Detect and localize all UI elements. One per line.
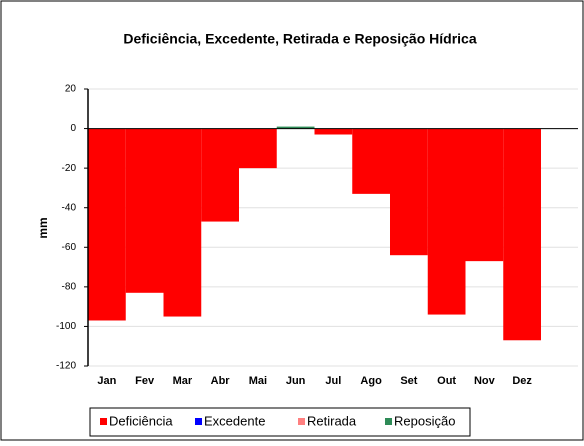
- bar: [163, 128, 202, 317]
- legend-label: Retirada: [307, 413, 357, 428]
- bar: [125, 128, 164, 293]
- y-tick-label: 20: [65, 84, 77, 95]
- bar: [427, 128, 466, 315]
- legend-swatch: [298, 418, 305, 425]
- y-tick-label: -20: [62, 163, 77, 174]
- legend-label: Excedente: [204, 413, 265, 428]
- x-tick-label: Jan: [97, 375, 116, 387]
- chart-title: Deficiência, Excedente, Retirada e Repos…: [123, 31, 476, 47]
- x-tick-label: Fev: [135, 375, 155, 387]
- x-tick-label: Jul: [325, 375, 341, 387]
- x-tick-label: Set: [400, 375, 417, 387]
- legend-label: Deficiência: [109, 413, 173, 428]
- legend-swatch: [100, 418, 107, 425]
- y-tick-label: -100: [56, 321, 76, 332]
- bar: [239, 128, 277, 169]
- y-tick-label: -40: [62, 202, 77, 213]
- legend-label: Reposição: [394, 413, 455, 428]
- bar: [390, 128, 428, 256]
- y-tick-label: -120: [56, 361, 76, 372]
- x-tick-label: Dez: [512, 375, 532, 387]
- x-tick-label: Mai: [249, 375, 267, 387]
- bar: [503, 128, 541, 341]
- legend-box: [89, 407, 471, 437]
- x-tick-label: Abr: [211, 375, 231, 387]
- y-tick-label: -80: [62, 281, 77, 292]
- y-tick-label: 0: [70, 123, 76, 134]
- x-tick-label: Out: [437, 375, 456, 387]
- x-tick-label: Jun: [286, 375, 306, 387]
- bar: [465, 128, 504, 262]
- x-tick-label: Nov: [474, 375, 496, 387]
- y-axis-label: mm: [36, 217, 50, 238]
- legend-swatch: [385, 418, 392, 425]
- bar: [314, 128, 353, 135]
- bar: [88, 128, 126, 321]
- x-tick-label: Ago: [360, 375, 382, 387]
- bar: [352, 128, 390, 194]
- bar: [201, 128, 239, 222]
- y-tick-label: -60: [62, 242, 77, 253]
- bar: [276, 126, 315, 129]
- x-tick-label: Mar: [173, 375, 193, 387]
- legend-swatch: [195, 418, 202, 425]
